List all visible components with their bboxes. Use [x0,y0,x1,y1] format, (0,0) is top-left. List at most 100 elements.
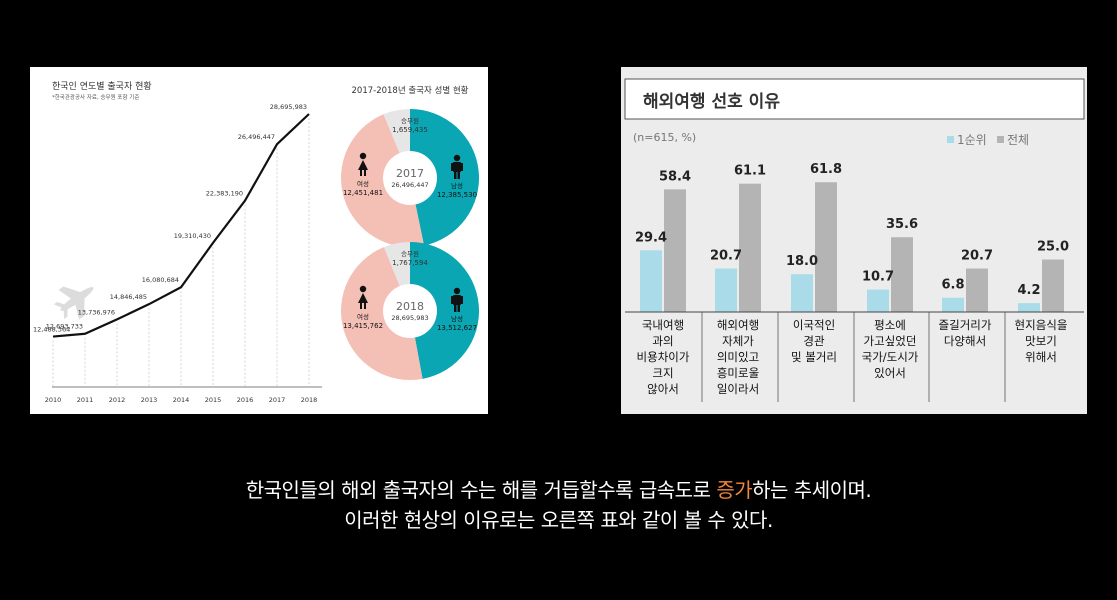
bar-total [664,189,686,312]
point-label: 16,080,684 [142,276,179,284]
legend-swatch [947,136,954,143]
category-label-line: 흥미로울 [717,366,759,380]
x-tick-label: 2013 [141,396,158,404]
slice-name: 승무원 [401,116,419,125]
point-label: 12,488,364 [33,326,70,334]
x-tick-label: 2016 [237,396,254,404]
bar-rank1 [791,274,813,312]
pie-year: 2018 [396,300,424,313]
category-label-line: 평소에 [874,318,906,332]
bar-rank1 [1018,303,1040,312]
caption-highlight: 증가 [716,478,753,502]
category-label-line: 경관 [803,334,825,348]
legend-swatch [997,136,1004,143]
pie-slice [383,109,410,154]
title-box [624,78,1085,120]
point-label: 14,846,485 [110,293,147,301]
legend-label: 전체 [1007,133,1029,147]
pie-total: 26,496,447 [391,181,428,189]
caption-text-before: 한국인들의 해외 출국자의 수는 해를 거듭할수록 급속도로 [245,478,717,502]
slice-name: 남성 [451,181,463,190]
x-tick-label: 2011 [77,396,94,404]
slice-name: 남성 [451,314,463,323]
pie-year: 2017 [396,167,424,180]
bar-total [815,182,837,312]
caption-text-after: 하는 추세이며. [752,478,872,502]
category-label-line: 크지 [652,366,673,380]
male-person-icon [451,287,463,312]
category-label-line: 과의 [652,334,673,348]
slice-label: 13,512,627 [437,324,477,332]
bar-total [891,237,913,312]
category-label-line: 현지음식을 [1015,318,1068,332]
left-chart-svg: 한국인 연도별 출국자 현황 *한국관광공사 자료, 승무원 포함 기준 201… [33,81,480,404]
category-label-line: 가고싶었던 [864,334,917,348]
bar-value-label: 61.1 [734,164,766,179]
left-chart-panel: 한국인 연도별 출국자 현황 *한국관광공사 자료, 승무원 포함 기준 201… [30,67,488,414]
bar-chart-title: 해외여행 선호 이유 [643,92,780,112]
x-tick-label: 2015 [205,396,222,404]
slice-label: 1,767,594 [392,259,428,267]
legend-label: 1순위 [957,133,987,147]
female-person-icon [358,285,368,309]
male-person-icon [451,154,463,179]
bar-value-label: 20.7 [710,249,742,264]
line-chart-subtitle: *한국관광공사 자료, 승무원 포함 기준 [52,93,139,101]
category-label-line: 즐길거리가 [939,318,992,332]
female-person-icon [358,152,368,176]
slice-name: 승무원 [401,249,419,258]
caption-line-1: 한국인들의 해외 출국자의 수는 해를 거듭할수록 급속도로 증가하는 추세이며… [0,474,1117,503]
bar-rank1 [640,250,662,312]
bar-total [966,268,988,312]
bar-value-label: 10.7 [862,270,894,285]
right-chart-svg: 해외여행 선호 이유 (n=615, %) 1순위 전체 29.4 58.4 20.7… [624,78,1085,402]
bar-value-label: 58.4 [659,169,691,184]
category-label-line: 의미있고 [717,350,759,364]
bar-chart-subtitle: (n=615, %) [633,131,696,144]
category-label-line: 맛보기 [1025,334,1057,348]
bar-value-label: 35.6 [886,217,918,232]
bar-value-label: 61.8 [810,162,842,177]
bar-rank1 [942,297,964,312]
category-label-line: 있어서 [874,366,906,380]
point-label: 12,693,733 [46,323,83,331]
point-label: 26,496,447 [238,133,275,141]
bar-value-label: 6.8 [941,278,964,293]
bar-chart-legend: 1순위 전체 [947,133,1029,147]
category-separators [701,312,1006,402]
slice-name: 여성 [357,179,369,188]
pie-slice [410,109,480,246]
slice-label: 13,415,762 [343,322,383,330]
category-label-line: 국가/도시가 [862,350,919,364]
category-label-line: 이국적인 [793,318,835,332]
pie-slice [410,242,480,379]
x-tick-label: 2012 [109,396,126,404]
bar-rank1 [715,268,737,312]
caption-line-2: 이러한 현상의 이유로는 오른쪽 표와 같이 볼 수 있다. [344,508,773,532]
x-tick-lines [52,118,310,387]
x-tick-label: 2010 [45,396,62,404]
bar-value-label: 29.4 [635,230,667,245]
category-label-line: 위해서 [1025,350,1057,364]
category-label-line: 해외여행 [717,318,759,332]
airplane-icon [53,286,94,320]
line-chart-title: 한국인 연도별 출국자 현황 [52,81,152,92]
pie-total: 28,695,983 [391,314,428,322]
bar-total [1042,259,1064,312]
series-line [52,113,310,338]
bar-value-label: 4.2 [1017,283,1040,298]
bar-value-label: 18.0 [786,254,818,269]
x-tick-label: 2017 [269,396,286,404]
bar-total [739,183,761,312]
point-label: 28,695,983 [270,103,307,111]
category-label-line: 및 볼거리 [791,350,837,364]
bar-rank1 [867,289,889,312]
point-label: 13,736,976 [78,308,115,316]
category-label-line: 않아서 [647,382,679,396]
pie-slice [340,114,425,248]
